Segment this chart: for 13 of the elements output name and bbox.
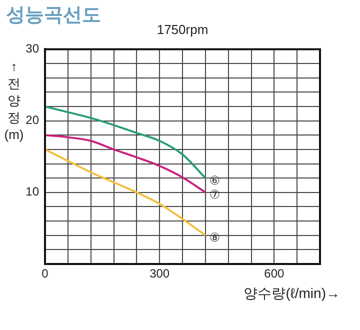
y-tick-label: 30 bbox=[26, 42, 40, 56]
chart-title: 성능곡선도 bbox=[6, 4, 101, 28]
x-tick-label: 0 bbox=[42, 266, 49, 281]
x-tick-label: 300 bbox=[150, 266, 170, 281]
x-axis-title: 양수량(ℓ/min)→ bbox=[244, 285, 340, 303]
line-series bbox=[45, 105, 206, 180]
x-tick-label: 600 bbox=[264, 266, 284, 281]
y-tick-label: 20 bbox=[26, 113, 40, 128]
line-series bbox=[45, 134, 206, 194]
y-tick-label: 10 bbox=[26, 184, 40, 199]
y-axis-title: ↑전양정(m) bbox=[4, 58, 24, 143]
line-series bbox=[45, 148, 206, 236]
chart-subtitle: 1750rpm bbox=[156, 22, 208, 37]
